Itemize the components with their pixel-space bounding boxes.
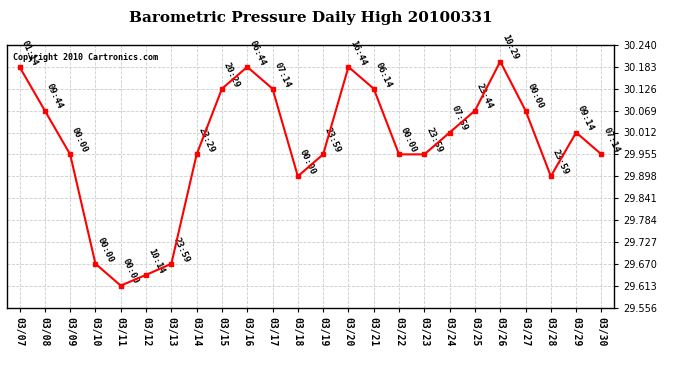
Text: 23:59: 23:59 (323, 126, 343, 154)
Text: 06:44: 06:44 (247, 39, 267, 67)
Text: 23:59: 23:59 (551, 148, 571, 176)
Text: 23:44: 23:44 (475, 82, 495, 111)
Text: 09:14: 09:14 (576, 104, 595, 132)
Text: 20:29: 20:29 (222, 61, 242, 89)
Text: 00:00: 00:00 (70, 126, 90, 154)
Text: 23:59: 23:59 (424, 126, 444, 154)
Text: 09:44: 09:44 (45, 82, 64, 111)
Text: 00:00: 00:00 (526, 82, 545, 111)
Text: 16:44: 16:44 (348, 39, 368, 67)
Text: 23:29: 23:29 (197, 126, 216, 154)
Text: 23:59: 23:59 (171, 236, 191, 264)
Text: 00:00: 00:00 (298, 148, 317, 176)
Text: Barometric Pressure Daily High 20100331: Barometric Pressure Daily High 20100331 (129, 11, 492, 25)
Text: 10:14: 10:14 (146, 247, 166, 275)
Text: Copyright 2010 Cartronics.com: Copyright 2010 Cartronics.com (13, 53, 158, 62)
Text: 01:14: 01:14 (19, 39, 39, 67)
Text: 07:14: 07:14 (602, 126, 621, 154)
Text: 07:59: 07:59 (450, 104, 469, 132)
Text: 00:00: 00:00 (399, 126, 419, 154)
Text: 00:00: 00:00 (121, 258, 140, 286)
Text: 10:29: 10:29 (500, 33, 520, 62)
Text: 00:00: 00:00 (95, 236, 115, 264)
Text: 07:14: 07:14 (273, 61, 292, 89)
Text: 06:14: 06:14 (374, 61, 393, 89)
